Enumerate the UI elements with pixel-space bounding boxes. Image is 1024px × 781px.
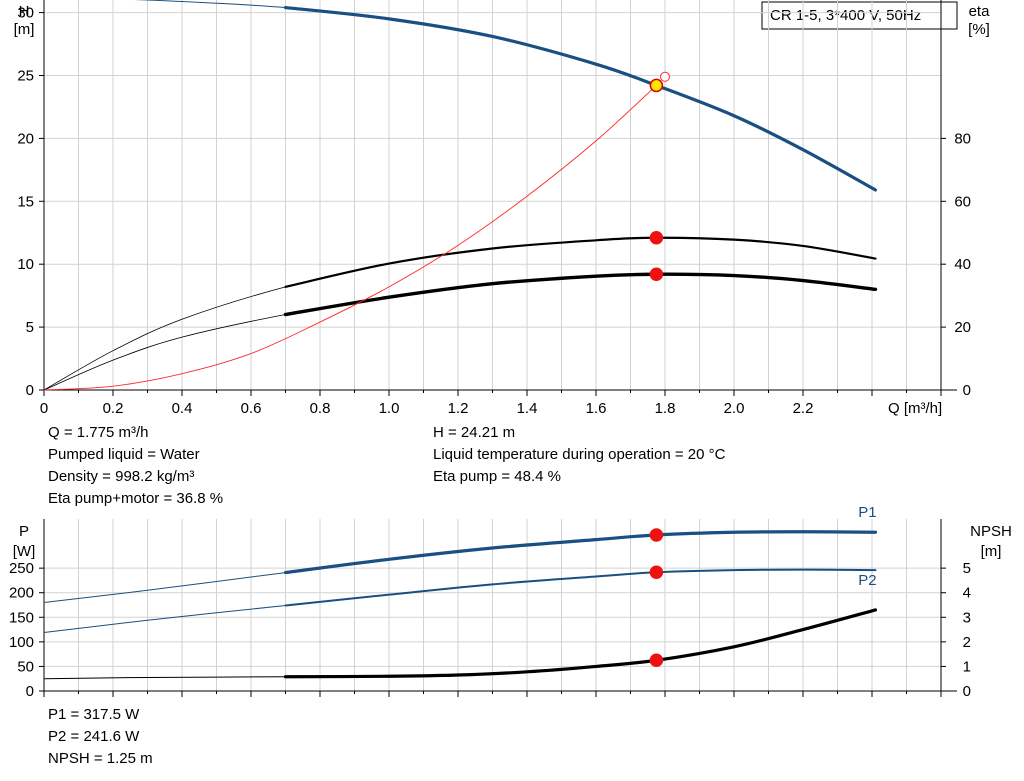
y-tick-label: 0: [26, 683, 34, 700]
y-tick-label: 5: [26, 319, 34, 336]
duty-point: [649, 267, 664, 282]
y2-tick-label: 40: [954, 256, 971, 273]
bottom-info: P1 = 317.5 W P2 = 241.6 W NPSH = 1.25 m: [48, 704, 153, 770]
y-tick-label: 150: [9, 609, 34, 626]
y-axis-label: H: [19, 3, 30, 20]
top-right-info: H = 24.21 m Liquid temperature during op…: [433, 422, 725, 488]
y-tick-label: 30: [17, 5, 34, 22]
series-eta_lower: [283, 272, 878, 317]
y2-tick-label: 4: [963, 585, 971, 602]
series-operating_curve: [43, 85, 657, 391]
legend-box-text: CR 1-5, 3*400 V, 50Hz: [770, 7, 921, 24]
series-eta_upper: [284, 236, 877, 288]
y2-tick-label: 80: [954, 130, 971, 147]
series-H: [283, 5, 878, 192]
x-tick-label: 1.2: [448, 400, 469, 417]
x-tick-label: 1.4: [517, 400, 538, 417]
series-P2-extrapolated: [43, 604, 286, 634]
eta-pump-readout: Eta pump = 48.4 %: [433, 468, 561, 485]
series-eta_upper-extrapolated: [43, 286, 286, 391]
y2-axis-unit: [m]: [981, 543, 1002, 560]
x-tick-label: 0.4: [172, 400, 193, 417]
y2-tick-label: 20: [954, 319, 971, 336]
y2-axis-label: NPSH: [970, 523, 1012, 540]
y2-tick-label: 2: [963, 634, 971, 651]
y2-tick-label: 5: [963, 560, 971, 577]
flow-readout: Q = 1.775 m³/h: [48, 424, 149, 441]
duty-point: [649, 528, 664, 542]
series-label-P1: P1: [858, 504, 876, 521]
x-tick-label: 2.2: [793, 400, 814, 417]
series-label-P2: P2: [858, 572, 876, 589]
x-tick-label: 0: [40, 400, 48, 417]
y2-axis-unit: [%]: [968, 21, 990, 38]
p1-readout: P1 = 317.5 W: [48, 706, 140, 723]
y-tick-label: 200: [9, 585, 34, 602]
y2-tick-label: 60: [954, 193, 971, 210]
x-axis-label: Q [m³/h]: [888, 400, 942, 417]
pumped-liquid-readout: Pumped liquid = Water: [48, 446, 200, 463]
y2-tick-label: 0: [963, 683, 971, 700]
x-tick-label: 1.0: [379, 400, 400, 417]
series-NPSH-extrapolated: [43, 676, 286, 680]
series-NPSH: [283, 608, 878, 679]
x-tick-label: 1.8: [655, 400, 676, 417]
x-tick-label: 0.6: [241, 400, 262, 417]
x-tick-label: 2.0: [724, 400, 745, 417]
eta-pump-motor-readout: Eta pump+motor = 36.8 %: [48, 490, 224, 507]
density-readout: Density = 998.2 kg/m³: [48, 468, 195, 485]
y-tick-label: 0: [26, 382, 34, 399]
y-tick-label: 15: [17, 193, 34, 210]
y-tick-label: 20: [17, 130, 34, 147]
p2-readout: P2 = 241.6 W: [48, 728, 140, 745]
y-tick-label: 100: [9, 634, 34, 651]
y2-tick-label: 0: [963, 382, 971, 399]
y-tick-label: 25: [17, 67, 34, 84]
npsh-readout: NPSH = 1.25 m: [48, 750, 153, 767]
x-tick-label: 0.2: [103, 400, 124, 417]
duty-point: [660, 71, 670, 82]
y2-tick-label: 3: [963, 609, 971, 626]
series-P2: [284, 568, 877, 607]
series-P1-extrapolated: [43, 572, 286, 604]
series-P1: [283, 530, 878, 575]
duty-point: [649, 565, 664, 580]
legend-box: [761, 1, 958, 30]
duty-point: [649, 653, 664, 668]
y-axis-label: P: [19, 523, 29, 540]
panel-2: P1 P2: [39, 504, 957, 697]
y-tick-label: 50: [17, 658, 34, 675]
x-tick-label: 1.6: [586, 400, 607, 417]
y-tick-label: 250: [9, 560, 34, 577]
head-readout: H = 24.21 m: [433, 424, 516, 441]
x-tick-label: 0.8: [310, 400, 331, 417]
y-tick-label: 10: [17, 256, 34, 273]
y2-axis-label: eta: [969, 3, 991, 20]
panel-1: [39, 0, 957, 396]
series-H-extrapolated: [134, 0, 286, 9]
y-axis-unit: [m]: [14, 21, 35, 38]
y2-tick-label: 1: [963, 658, 971, 675]
series-eta_lower-extrapolated: [43, 314, 286, 391]
y-axis-unit: [W]: [13, 543, 36, 560]
duty-point: [649, 231, 664, 245]
liquid-temperature-readout: Liquid temperature during operation = 20…: [433, 446, 726, 463]
top-left-info: Q = 1.775 m³/h Pumped liquid = Water Den…: [48, 422, 223, 510]
duty-point: [649, 78, 664, 93]
